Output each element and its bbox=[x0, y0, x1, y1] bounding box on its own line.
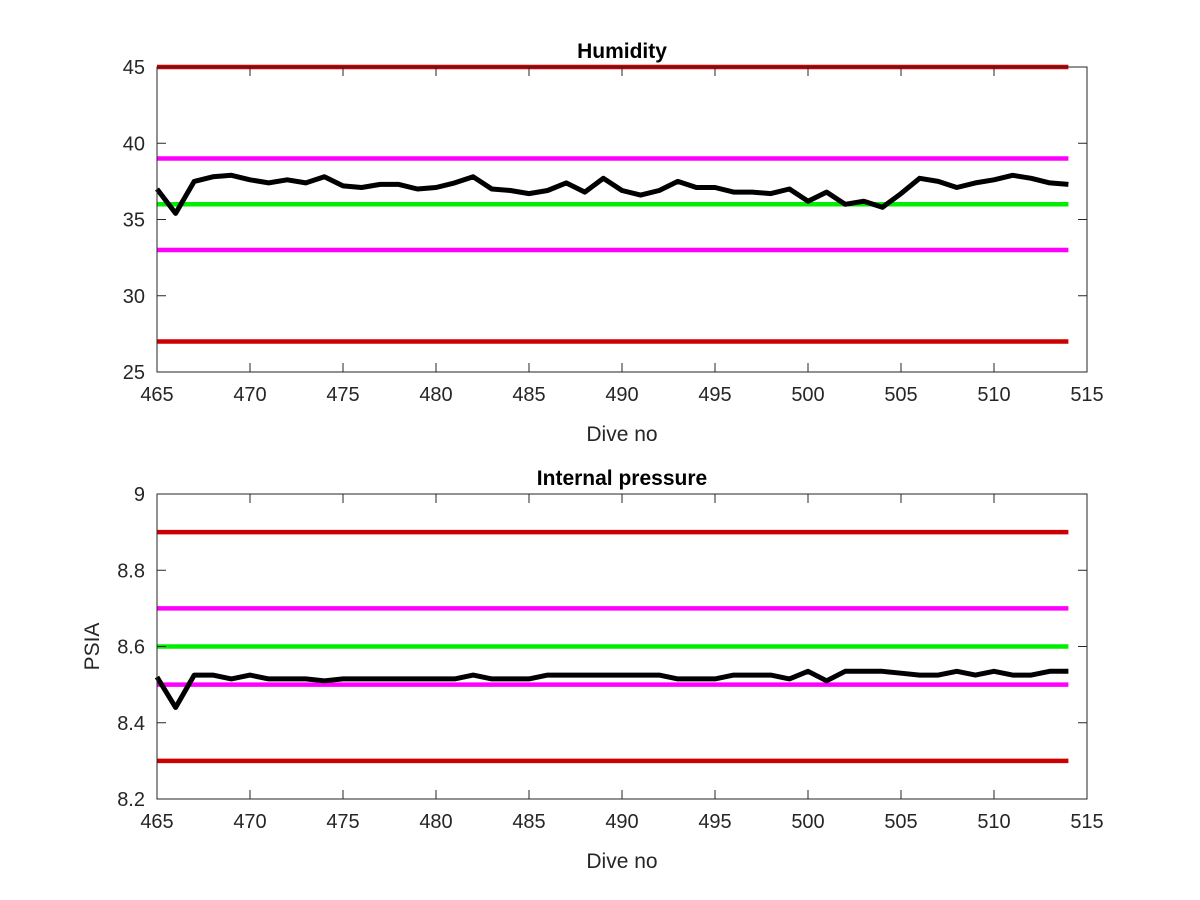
x-tick-label-humidity: 510 bbox=[977, 384, 1010, 406]
x-tick-label-humidity: 470 bbox=[233, 384, 266, 406]
series-line-humidity-0 bbox=[155, 172, 1069, 216]
x-tick-label-humidity: 495 bbox=[698, 384, 731, 406]
x-axis-label-humidity: Dive no bbox=[586, 423, 657, 446]
series-pressure bbox=[154, 668, 1069, 710]
reference-lines-pressure bbox=[157, 529, 1069, 764]
x-tick-label-humidity: 485 bbox=[512, 384, 545, 406]
y-tick-label-pressure: 9 bbox=[134, 484, 145, 506]
y-tick-label-humidity: 45 bbox=[123, 57, 145, 79]
y-tick-label-humidity: 35 bbox=[123, 210, 145, 232]
x-tick-label-pressure: 495 bbox=[698, 811, 731, 833]
x-tick-label-pressure: 510 bbox=[977, 811, 1010, 833]
plot-area-humidity bbox=[157, 67, 1087, 372]
x-tick-label-pressure: 505 bbox=[884, 811, 917, 833]
y-tick-label-humidity: 25 bbox=[123, 362, 145, 384]
x-tick-label-humidity: 465 bbox=[140, 384, 173, 406]
x-axis-label-pressure: Dive no bbox=[586, 850, 657, 873]
chart-internal-pressure: 465 470 475 480 485 490 495 500 505 510 515 8.2 8.4… bbox=[81, 467, 1104, 873]
x-tick-label-pressure: 500 bbox=[791, 811, 824, 833]
y-tick-label-pressure: 8.8 bbox=[117, 560, 145, 582]
x-tick-label-pressure: 515 bbox=[1070, 811, 1103, 833]
series-line-pressure-0 bbox=[154, 668, 1069, 710]
chart-title-humidity: Humidity bbox=[577, 40, 667, 63]
x-ticks-pressure: 465 470 475 480 485 490 495 500 505 510 515 bbox=[140, 494, 1104, 833]
x-tick-label-humidity: 480 bbox=[419, 384, 452, 406]
y-ticks-pressure: 8.2 8.4 8.6 8.8 9 bbox=[117, 484, 1087, 811]
x-tick-label-pressure: 480 bbox=[419, 811, 452, 833]
x-tick-label-pressure: 485 bbox=[512, 811, 545, 833]
x-tick-label-humidity: 500 bbox=[791, 384, 824, 406]
x-ticks-humidity: 465 470 475 480 485 490 495 500 505 510 515 bbox=[140, 67, 1104, 406]
x-tick-label-pressure: 490 bbox=[605, 811, 638, 833]
x-tick-label-humidity: 515 bbox=[1070, 384, 1103, 406]
x-tick-label-humidity: 475 bbox=[326, 384, 359, 406]
y-axis-label-pressure: PSIA bbox=[81, 623, 104, 671]
y-tick-label-pressure: 8.4 bbox=[117, 713, 145, 735]
series-humidity bbox=[155, 172, 1069, 216]
y-ticks-humidity: 25 30 35 40 45 bbox=[123, 57, 1087, 384]
x-tick-label-pressure: 465 bbox=[140, 811, 173, 833]
chart-humidity: 465 470 475 480 485 490 495 500 505 510 515 25 30 35… bbox=[123, 40, 1104, 446]
y-tick-label-humidity: 40 bbox=[123, 133, 145, 155]
y-tick-label-pressure: 8.6 bbox=[117, 637, 145, 659]
x-tick-label-pressure: 470 bbox=[233, 811, 266, 833]
x-tick-label-humidity: 490 bbox=[605, 384, 638, 406]
x-tick-label-humidity: 505 bbox=[884, 384, 917, 406]
y-tick-label-pressure: 8.2 bbox=[117, 789, 145, 811]
x-tick-label-pressure: 475 bbox=[326, 811, 359, 833]
chart-title-pressure: Internal pressure bbox=[537, 467, 707, 490]
y-tick-label-humidity: 30 bbox=[123, 286, 145, 308]
